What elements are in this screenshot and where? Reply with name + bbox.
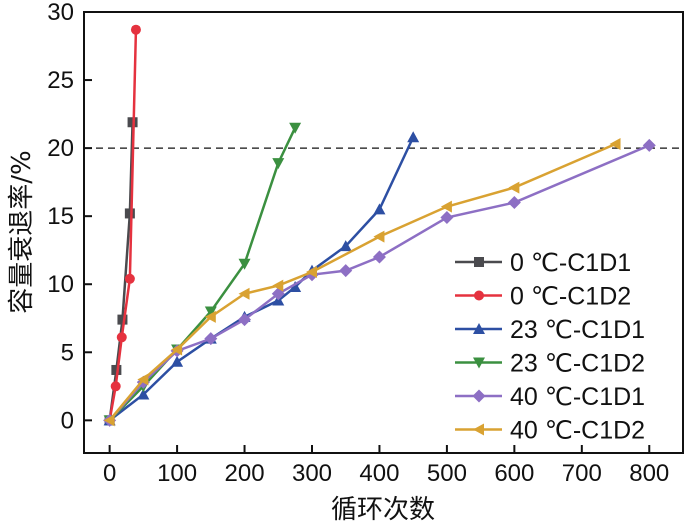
legend-item: 40 ℃-C1D2 bbox=[455, 417, 645, 445]
legend-marker bbox=[474, 290, 484, 301]
legend-marker bbox=[473, 323, 485, 334]
x-tick-label: 0 bbox=[103, 460, 116, 487]
data-point bbox=[110, 381, 121, 392]
y-tick-label: 0 bbox=[61, 407, 74, 434]
data-point bbox=[440, 200, 452, 213]
data-point bbox=[372, 250, 386, 264]
data-point bbox=[373, 230, 385, 243]
data-point bbox=[117, 314, 128, 325]
data-point bbox=[116, 332, 127, 343]
data-point bbox=[289, 280, 302, 292]
data-point bbox=[609, 138, 621, 151]
legend-label: 23 ℃-C1D1 bbox=[510, 316, 645, 344]
data-point bbox=[204, 306, 217, 318]
x-tick-label: 200 bbox=[225, 460, 265, 487]
legend-label: 0 ℃-C1D1 bbox=[510, 249, 631, 277]
y-tick-label: 15 bbox=[47, 203, 74, 230]
x-tick-label: 800 bbox=[629, 460, 669, 487]
legend-label: 40 ℃-C1D1 bbox=[510, 383, 645, 411]
legend-marker bbox=[473, 357, 485, 369]
series-3 bbox=[108, 127, 297, 422]
legend-item: 0 ℃-C1D1 bbox=[455, 249, 631, 277]
data-point bbox=[272, 279, 284, 292]
legend-marker bbox=[472, 389, 486, 403]
y-tick-label: 30 bbox=[47, 0, 74, 26]
data-point bbox=[508, 181, 520, 194]
legend-item: 23 ℃-C1D2 bbox=[455, 350, 645, 378]
data-point bbox=[305, 265, 317, 278]
legend-label: 23 ℃-C1D2 bbox=[510, 350, 645, 378]
data-point bbox=[204, 332, 218, 346]
data-point bbox=[130, 24, 141, 35]
data-point bbox=[137, 373, 149, 386]
data-point bbox=[272, 158, 285, 170]
data-point bbox=[171, 355, 184, 367]
legend-marker bbox=[473, 423, 484, 436]
x-tick-label: 100 bbox=[157, 460, 197, 487]
series-line bbox=[108, 127, 297, 422]
data-point bbox=[238, 313, 252, 327]
data-point bbox=[339, 264, 353, 278]
data-point bbox=[238, 258, 251, 270]
series-1 bbox=[108, 29, 138, 421]
data-point bbox=[171, 343, 183, 356]
x-tick-label: 500 bbox=[427, 460, 467, 487]
data-point bbox=[440, 211, 454, 225]
y-axis-label: 容量衰退率/% bbox=[7, 150, 37, 313]
series-2 bbox=[108, 136, 415, 422]
legend-item: 40 ℃-C1D1 bbox=[455, 383, 645, 411]
x-tick-label: 400 bbox=[359, 460, 399, 487]
data-point bbox=[124, 273, 135, 284]
x-axis-label: 循环次数 bbox=[331, 495, 435, 525]
data-point bbox=[111, 364, 122, 375]
y-tick-label: 10 bbox=[47, 271, 74, 298]
x-tick-label: 600 bbox=[494, 460, 534, 487]
data-point bbox=[204, 310, 216, 323]
legend: 0 ℃-C1D1 0 ℃-C1D2 23 ℃-C1D1 23 ℃-C1D2 40 ℃-C… bbox=[455, 249, 645, 445]
data-point bbox=[339, 240, 352, 252]
data-point bbox=[507, 196, 521, 210]
data-point bbox=[289, 122, 302, 134]
data-point bbox=[124, 208, 135, 219]
x-tick-label: 300 bbox=[292, 460, 332, 487]
series-line bbox=[108, 136, 415, 422]
data-point bbox=[642, 138, 656, 152]
legend-item: 23 ℃-C1D1 bbox=[455, 316, 645, 344]
legend-marker bbox=[474, 257, 484, 267]
data-point bbox=[407, 131, 420, 143]
data-point bbox=[238, 287, 250, 300]
data-point bbox=[137, 388, 150, 400]
data-point bbox=[373, 203, 386, 215]
y-tick-label: 25 bbox=[47, 67, 74, 94]
legend-item: 0 ℃-C1D2 bbox=[455, 283, 631, 311]
legend-label: 40 ℃-C1D2 bbox=[510, 417, 645, 445]
y-tick-label: 20 bbox=[47, 135, 74, 162]
x-tick-label: 700 bbox=[562, 460, 602, 487]
series-line bbox=[108, 29, 138, 421]
legend-label: 0 ℃-C1D2 bbox=[510, 283, 631, 311]
plot-frame bbox=[83, 11, 684, 454]
data-point bbox=[103, 414, 115, 427]
y-tick-label: 5 bbox=[61, 339, 74, 366]
